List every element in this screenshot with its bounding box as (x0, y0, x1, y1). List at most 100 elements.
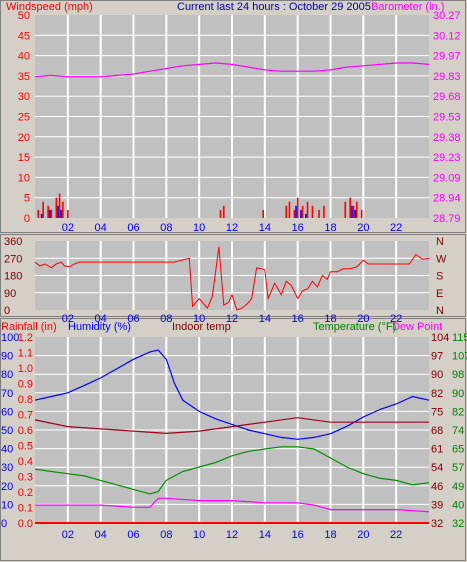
x-tick-label: 10 (193, 529, 205, 541)
panel3-frame (0, 318, 466, 561)
rainfall-tick: 1.1 (18, 348, 33, 360)
compass-tick: N (436, 236, 444, 248)
windspeed-header: Windspeed (mph) (6, 1, 93, 13)
x-tick-label: 20 (357, 313, 369, 325)
indoor-tick: 61 (431, 444, 443, 456)
windspeed-tick: 20 (18, 132, 30, 144)
x-tick-label: 20 (357, 529, 369, 541)
rainfall-tick: 0.5 (18, 441, 33, 453)
humidity-tick: 80 (1, 369, 13, 381)
humidity-tick: 40 (1, 444, 13, 456)
indoor-tick: 90 (431, 369, 443, 381)
x-tick-label: 04 (95, 222, 107, 234)
x-tick-label: 16 (292, 313, 304, 325)
x-tick-label: 18 (324, 529, 336, 541)
indoor-tick: 97 (431, 351, 443, 363)
compass-tick: S (436, 271, 443, 283)
rainfall-tick: 1.2 (18, 332, 33, 344)
indoor-tick: 32 (431, 518, 443, 530)
temperature-tick: 57 (452, 462, 464, 474)
direction-tick: 90 (4, 288, 16, 300)
indoor-tick: 104 (431, 332, 449, 344)
grid-lines (35, 15, 429, 523)
humidity-tick: 50 (1, 425, 13, 437)
barometer-line (34, 62, 430, 78)
barometer-tick: 29.68 (433, 91, 461, 103)
x-tick-label: 18 (324, 222, 336, 234)
temperature-tick: 65 (452, 444, 464, 456)
x-tick-label: 18 (324, 313, 336, 325)
x-tick-label: 02 (62, 529, 74, 541)
x-tick-label: 12 (226, 529, 238, 541)
barometer-tick: 29.53 (433, 112, 461, 124)
windspeed-tick: 5 (24, 193, 30, 205)
barometer-tick: 30.27 (433, 10, 461, 22)
barometer-tick: 29.23 (433, 152, 461, 164)
windspeed-tick: 25 (18, 112, 30, 124)
indoor-tick: 46 (431, 481, 443, 493)
temperature-tick: 49 (452, 481, 464, 493)
tick-labels: 0 5 10 15 20 25 30 35 40 45 50 28.79 28.94 29.09 29.23… (1, 10, 467, 541)
temperature-tick: 82 (452, 406, 464, 418)
temperature-tick: 40 (452, 499, 464, 511)
direction-tick: 270 (4, 253, 22, 265)
barometer-tick: 28.79 (433, 213, 461, 225)
windspeed-tick: 40 (18, 51, 30, 63)
rainfall-tick: 0.2 (18, 487, 33, 499)
temperature-tick: 107 (452, 351, 467, 363)
x-tick-label: 08 (160, 529, 172, 541)
x-tick-label: 08 (160, 222, 172, 234)
windspeed-tick: 15 (18, 152, 30, 164)
x-tick-label: 06 (127, 313, 139, 325)
humidity-tick: 20 (1, 481, 13, 493)
temperature-tick: 74 (452, 425, 464, 437)
humidity-tick: 10 (1, 499, 13, 511)
compass-tick: N (436, 305, 444, 317)
panel1-frame (0, 0, 466, 233)
chart-title: Current last 24 hours : October 29 2005 (177, 1, 371, 13)
rainfall-tick: 0.1 (18, 503, 33, 515)
x-tick-label: 04 (95, 313, 107, 325)
humidity-tick: 60 (1, 406, 13, 418)
x-tick-label: 20 (357, 222, 369, 234)
x-tick-label: 12 (226, 313, 238, 325)
compass-tick: W (436, 253, 447, 265)
x-tick-label: 14 (259, 313, 271, 325)
windspeed-tick: 30 (18, 91, 30, 103)
windspeed-tick: 10 (18, 172, 30, 184)
humidity-tick: 0 (1, 518, 7, 530)
indoor-header: Indoor temp (172, 321, 231, 333)
temperature-tick: 90 (452, 388, 464, 400)
temperature-tick: 98 (452, 369, 464, 381)
x-tick-label: 12 (226, 222, 238, 234)
indoor-tick: 39 (431, 499, 443, 511)
humidity-tick: 100 (1, 332, 19, 344)
temperature-f-line (34, 446, 430, 495)
direction-tick: 180 (4, 271, 22, 283)
x-tick-label: 02 (62, 222, 74, 234)
x-tick-label: 14 (259, 529, 271, 541)
barometer-tick: 29.83 (433, 71, 461, 83)
rainfall-tick: 0.3 (18, 472, 33, 484)
barometer-header: Barometer (in.) (371, 1, 444, 13)
rainfall-tick: 0.0 (18, 518, 33, 530)
humidity-header: Humidity (%) (68, 321, 131, 333)
data-series (34, 62, 430, 524)
rainfall-tick: 0.4 (18, 456, 33, 468)
barometer-tick: 29.38 (433, 132, 461, 144)
x-tick-label: 02 (62, 313, 74, 325)
x-tick-label: 08 (160, 313, 172, 325)
x-tick-label: 22 (390, 222, 402, 234)
windspeed-tick: 50 (18, 10, 30, 22)
humidity-tick: 70 (1, 388, 13, 400)
x-tick-label: 16 (292, 222, 304, 234)
indoor-tick: 75 (431, 406, 443, 418)
temperature-tick: 115 (452, 332, 467, 344)
rainfall-tick: 0.8 (18, 394, 33, 406)
x-tick-label: 16 (292, 529, 304, 541)
direction-tick: 360 (4, 236, 22, 248)
direction-tick: 0 (4, 305, 10, 317)
indoor-tick: 54 (431, 462, 443, 474)
x-tick-label: 22 (390, 313, 402, 325)
